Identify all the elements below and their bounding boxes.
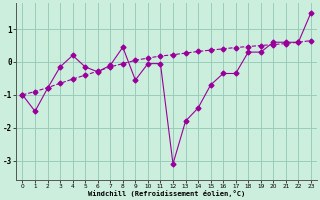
X-axis label: Windchill (Refroidissement éolien,°C): Windchill (Refroidissement éolien,°C) xyxy=(88,190,245,197)
